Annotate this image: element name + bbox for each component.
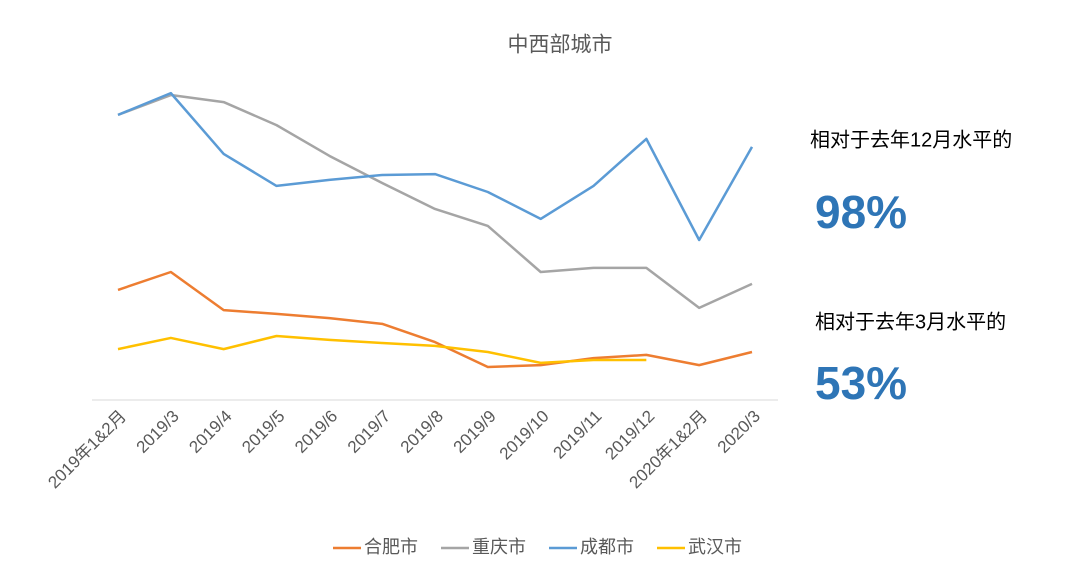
x-tick-label: 2019/11 xyxy=(549,407,605,463)
x-tick-label: 2019/4 xyxy=(185,407,235,457)
annotation-value: 98% xyxy=(815,186,907,238)
legend-label: 合肥市 xyxy=(364,537,418,557)
legend-label: 成都市 xyxy=(580,537,634,557)
x-tick-label: 2019/7 xyxy=(344,407,394,457)
x-tick-label: 2019年1&2月 xyxy=(44,407,130,493)
x-tick-label: 2019/3 xyxy=(133,407,183,457)
x-tick-label: 2019/9 xyxy=(450,407,500,457)
line-series xyxy=(117,91,754,242)
chart-title: 中西部城市 xyxy=(508,34,613,57)
x-tick-label: 2019/8 xyxy=(397,407,447,457)
line-series xyxy=(117,93,753,310)
line-series xyxy=(117,270,753,369)
x-tick-label: 2019/10 xyxy=(496,407,553,464)
annotation: 相对于去年3月水平的 xyxy=(815,310,1006,333)
legend-label: 武汉市 xyxy=(688,537,742,557)
annotation-value: 53% xyxy=(815,357,907,409)
legend-label: 重庆市 xyxy=(472,537,526,557)
line-series xyxy=(117,334,647,365)
annotation: 相对于去年12月水平的 xyxy=(810,128,1012,151)
x-tick-label: 2020/3 xyxy=(714,407,764,457)
x-tick-label: 2019/5 xyxy=(238,407,288,457)
x-tick-label: 2019/6 xyxy=(291,407,341,457)
